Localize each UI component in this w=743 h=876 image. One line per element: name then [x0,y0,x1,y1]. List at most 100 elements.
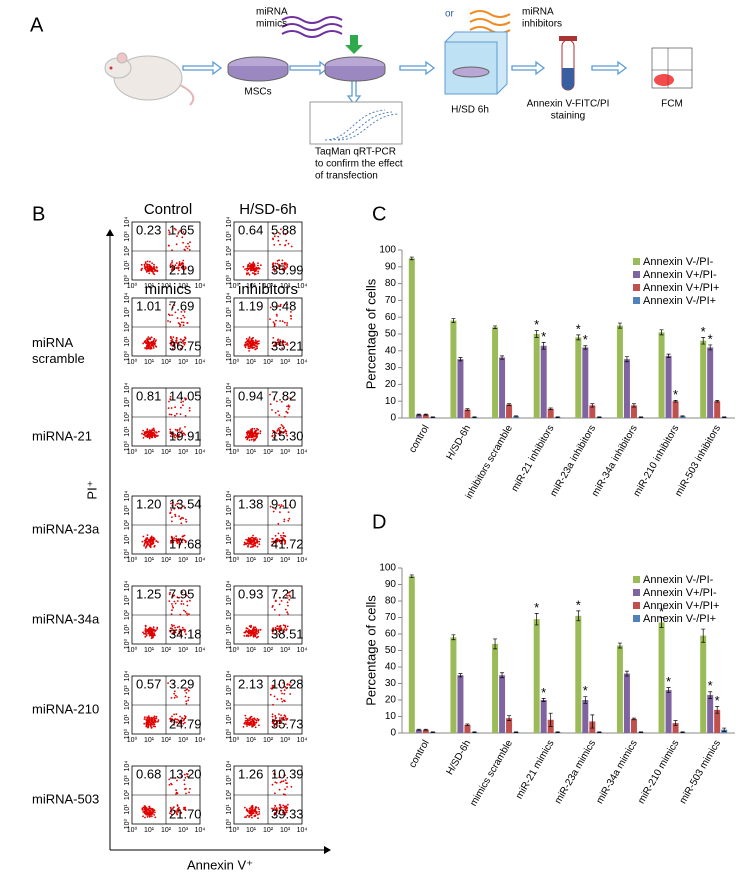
event-dot [289,693,292,695]
event-dot [171,264,174,267]
event-dot [178,596,181,599]
event-dot [187,699,190,702]
event-dot [276,722,278,725]
event-dot [142,342,145,345]
error-bar [583,696,588,704]
error-bar [409,256,414,261]
event-dot [171,314,174,316]
event-dot [151,540,154,542]
event-dot [151,343,154,346]
event-dot [283,304,286,306]
event-dot [280,536,283,539]
event-dot [257,262,259,264]
label: Annexin V-FITC/PI [527,99,610,110]
event-dot [251,806,254,808]
event-dot [176,718,179,721]
quadrant-value: 24.79 [169,716,202,731]
event-dot [179,722,182,725]
error-bar [590,714,595,729]
error-bar [631,717,636,721]
x-tick-label: H/SD-6h [445,423,474,462]
event-dot [170,344,172,346]
event-dot [244,806,246,809]
error-bar [624,670,629,677]
event-dot [275,344,277,347]
error-bar [715,706,720,714]
bar [450,320,457,418]
event-dot [278,596,281,599]
event-dot [152,542,155,544]
event-dot [179,347,182,350]
event-dot [153,339,155,342]
event-dot [170,624,173,626]
event-dot [183,718,186,720]
event-dot [286,683,289,686]
event-dot [280,689,282,692]
event-dot [250,718,252,721]
event-dot [167,407,170,409]
event-dot [279,340,282,343]
event-dot [153,429,156,431]
event-dot [249,631,252,634]
event-dot [144,547,147,549]
event-dot [184,397,186,399]
y-tick-label: 50 [385,329,397,340]
y-tick-label: 10¹ [226,534,233,545]
event-dot [169,321,172,323]
event-dot [180,401,183,404]
event-dot [274,600,277,602]
event-dot [180,600,183,602]
event-dot [284,717,287,719]
event-dot [269,403,272,406]
event-dot [173,696,176,699]
event-dot [152,271,154,273]
event-dot [143,805,146,807]
event-dot [178,515,181,517]
event-dot [247,632,250,635]
event-dot [272,238,274,241]
x-tick-label: 10¹ [246,557,257,564]
event-dot [271,435,274,438]
x-tick-label: 10² [161,359,172,366]
event-dot [253,538,256,540]
event-dot [277,410,279,412]
event-dot [251,543,254,546]
x-tick-label: 10⁴ [195,647,206,654]
error-bar [409,574,414,578]
event-dot [258,340,260,343]
event-dot [280,430,282,433]
y-tick-label: 10² [226,789,233,800]
event-dot [280,228,282,231]
x-tick-label: 10¹ [246,827,257,834]
event-dot [168,784,171,786]
x-tick-label: 10³ [280,827,291,834]
quadrant-value: 0.93 [238,586,263,601]
event-dot [283,268,286,271]
event-dot [271,783,274,786]
y-tick-label: 60 [385,312,397,323]
column-header: H/SD-6h [239,201,297,218]
event-dot [258,724,260,727]
quadrant-value: 1.26 [238,766,263,781]
event-dot [277,522,280,525]
event-dot [182,719,185,722]
event-dot [146,628,148,631]
event-dot [282,505,285,508]
event-dot [181,268,184,270]
event-dot [172,432,175,435]
event-dot [147,336,150,338]
y-tick-label: 10⁴ [124,581,131,592]
event-dot [171,261,173,264]
event-dot [250,812,253,814]
event-dot [183,316,186,319]
event-dot [278,429,281,432]
event-dot [280,714,282,717]
axis-title: Annexin V⁺ [187,857,253,872]
event-dot [281,425,284,427]
event-dot [173,633,176,636]
event-dot [171,627,173,630]
x-tick-label: 10⁰ [229,646,240,654]
event-dot [249,436,251,438]
y-tick-label: 10³ [226,595,233,606]
event-dot [246,269,249,272]
